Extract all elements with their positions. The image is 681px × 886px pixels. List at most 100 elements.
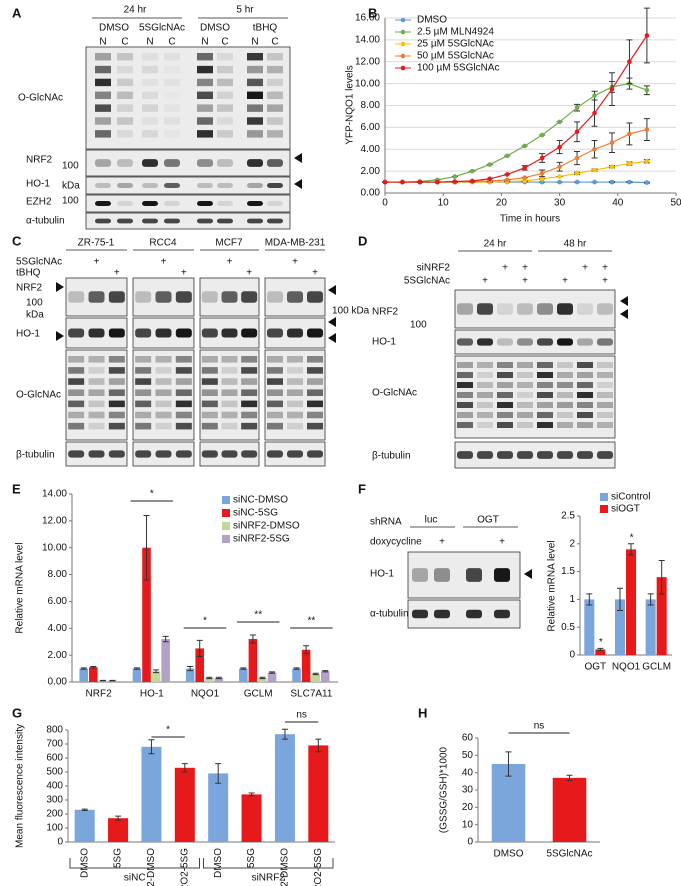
bar — [239, 668, 248, 682]
legend-marker — [400, 29, 406, 35]
band — [537, 382, 553, 388]
error-bar — [628, 543, 635, 556]
band — [117, 78, 133, 87]
band — [494, 609, 510, 619]
band — [241, 367, 258, 374]
band — [95, 200, 111, 207]
band — [155, 422, 172, 430]
arrow — [294, 179, 302, 189]
error-bar — [259, 676, 266, 680]
point — [487, 162, 493, 167]
band — [267, 218, 283, 224]
band — [117, 218, 133, 224]
marker-label: 100 — [62, 161, 79, 172]
band — [267, 367, 283, 374]
y-tick-label: 4.00 — [361, 144, 381, 155]
y-axis-title: YFP-NQO1 levels — [345, 65, 356, 144]
legend-label: siOGT — [611, 504, 640, 515]
band — [155, 356, 172, 363]
shrna-label: shRNA — [370, 517, 402, 528]
series-line — [385, 128, 648, 183]
band — [217, 104, 233, 112]
point — [609, 164, 615, 170]
treatment: 5SGlcNAc — [16, 257, 62, 268]
band — [175, 422, 192, 430]
shrna: OGT — [477, 515, 499, 526]
band — [241, 356, 258, 363]
band — [307, 400, 323, 408]
band — [267, 130, 283, 138]
legend-label: 50 µM 5SGlcNAc — [417, 51, 494, 62]
band — [217, 117, 233, 125]
error-bar — [215, 763, 222, 784]
band — [537, 303, 553, 315]
lane-sign: + — [522, 263, 528, 274]
error-bar — [99, 679, 106, 682]
point — [592, 167, 597, 173]
point — [627, 161, 632, 166]
sig-label: * — [166, 725, 170, 736]
band — [267, 356, 283, 363]
bar — [258, 677, 267, 682]
band — [142, 130, 158, 138]
x-tick-label: NQO1 — [191, 689, 220, 700]
time-label: 24 hr — [124, 5, 147, 16]
band — [597, 412, 613, 418]
band — [95, 159, 111, 167]
x-tick-label: 0 — [382, 198, 388, 209]
shrna: luc — [425, 515, 438, 526]
error-bar — [616, 587, 623, 612]
band — [217, 159, 233, 167]
y-tick-label: 12.00 — [42, 515, 67, 526]
point — [644, 180, 650, 185]
band — [267, 291, 283, 303]
band — [221, 450, 238, 458]
row-label: α-tubulin — [370, 609, 409, 620]
lane-label: C — [271, 37, 278, 48]
band — [217, 65, 233, 74]
band — [164, 92, 180, 99]
band — [108, 450, 125, 458]
bar — [292, 668, 301, 682]
band — [95, 53, 111, 61]
y-tick-label: 2.00 — [48, 650, 68, 661]
sig-label: ns — [534, 721, 545, 732]
band — [164, 104, 180, 111]
lane-label: C — [221, 37, 228, 48]
band — [164, 159, 180, 167]
band — [517, 382, 533, 388]
lane-sign: + — [482, 276, 488, 287]
panel-label: B — [368, 5, 377, 20]
band — [68, 422, 85, 430]
x-tick-label: 40 — [612, 198, 624, 209]
bar — [552, 777, 587, 842]
y-tick-label: 0.00 — [361, 188, 381, 199]
chart: 0.00 2.00 4.00 6.00 8.00 10.00 12.00 14.00 16.00… — [345, 7, 681, 225]
y-axis-title: Mean fluorescence intensity — [15, 724, 26, 848]
marker-label: 100 kDa — [332, 306, 370, 317]
lane-sign: + — [499, 537, 505, 548]
band — [477, 451, 493, 459]
point — [644, 33, 650, 38]
lane-sign: + — [502, 263, 508, 274]
band — [197, 104, 213, 112]
y-tick-label: 14.00 — [42, 489, 67, 500]
band — [497, 402, 513, 408]
x-tick-label: DMSO — [79, 848, 90, 878]
error-bar — [215, 676, 222, 680]
band — [517, 402, 533, 408]
bar — [248, 639, 258, 682]
band — [577, 362, 593, 368]
band — [135, 328, 152, 338]
y-tick-label: 300 — [46, 795, 63, 806]
y-tick-label: 100 — [46, 823, 63, 834]
error-bar — [248, 792, 255, 797]
band — [497, 372, 513, 378]
x-tick-label: 50 — [670, 198, 681, 209]
legend-swatch — [600, 505, 608, 513]
error-bar — [269, 671, 276, 674]
band — [267, 200, 283, 207]
band — [142, 182, 158, 189]
y-tick-label: 20 — [462, 802, 474, 813]
blot-c: ZR-75-1 RCC4 MCF7 MDA-MB-231 5SGlcNAc tB… — [16, 238, 370, 461]
